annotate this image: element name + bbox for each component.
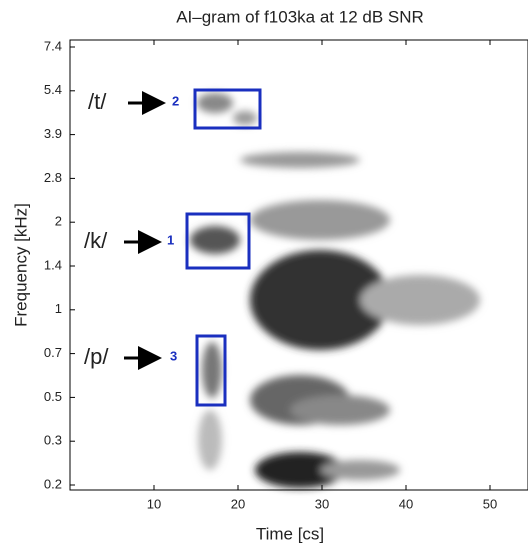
annotation-number: 1 bbox=[167, 232, 174, 247]
annotation-number: 2 bbox=[172, 93, 179, 108]
y-tick-label: 0.5 bbox=[44, 389, 62, 404]
annotation-number: 3 bbox=[170, 348, 177, 363]
y-tick-label: 1 bbox=[55, 301, 62, 316]
y-tick-label: 0.7 bbox=[44, 345, 62, 360]
x-tick-label: 40 bbox=[399, 496, 413, 511]
y-tick-label: 1.4 bbox=[44, 257, 62, 272]
phoneme-label: /k/ bbox=[84, 228, 108, 253]
x-tick-label: 50 bbox=[483, 496, 497, 511]
y-tick-label: 0.2 bbox=[44, 476, 62, 491]
y-tick-label: 3.9 bbox=[44, 126, 62, 141]
x-axis-label: Time [cs] bbox=[256, 524, 324, 543]
y-tick-label: 2 bbox=[55, 214, 62, 229]
spectrogram bbox=[190, 93, 480, 488]
y-tick-label: 0.3 bbox=[44, 433, 62, 448]
plot-frame bbox=[69, 39, 528, 491]
annotations: /t/ /k/ /p/ 2 1 3 bbox=[84, 88, 262, 407]
phoneme-label: /t/ bbox=[88, 89, 107, 114]
annotation-box bbox=[193, 88, 262, 130]
x-tick-label: 30 bbox=[315, 496, 329, 511]
y-tick-label: 5.4 bbox=[44, 82, 62, 97]
annotation-box bbox=[195, 334, 227, 407]
x-tick-label: 20 bbox=[231, 496, 245, 511]
y-axis-label: Frequency [kHz] bbox=[11, 203, 30, 327]
y-tick-label: 2.8 bbox=[44, 170, 62, 185]
chart-title: AI–gram of f103ka at 12 dB SNR bbox=[176, 7, 424, 26]
y-tick-label: 7.4 bbox=[44, 38, 62, 53]
phoneme-label: /p/ bbox=[84, 344, 109, 369]
annotation-box bbox=[185, 212, 251, 270]
x-tick-label: 10 bbox=[147, 496, 161, 511]
